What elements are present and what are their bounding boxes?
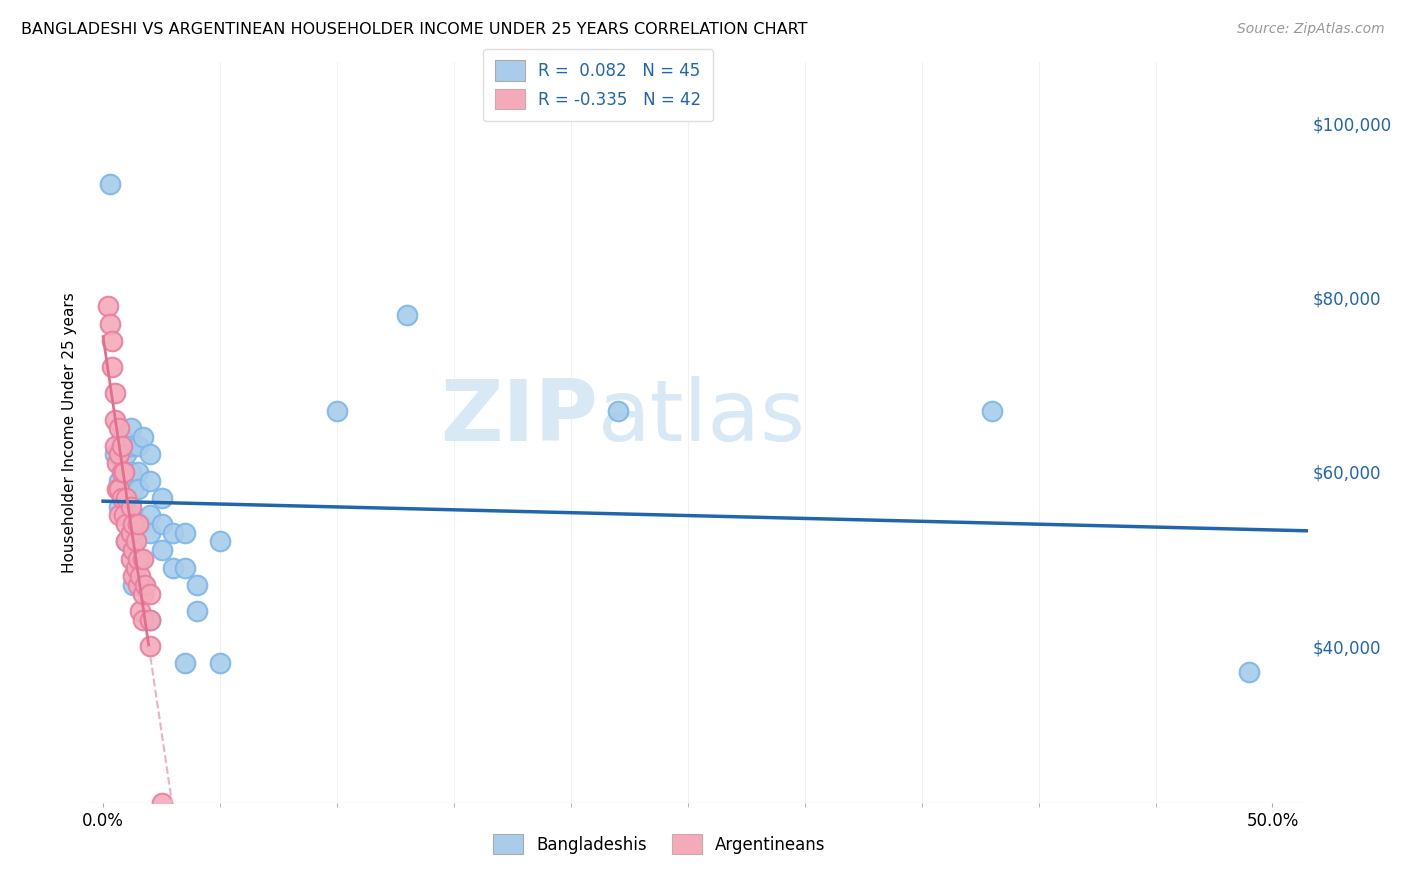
Point <box>129 552 152 566</box>
Point <box>120 439 142 453</box>
Point <box>108 474 131 488</box>
Point <box>186 578 208 592</box>
Point <box>115 517 138 532</box>
Point <box>139 447 162 461</box>
Point <box>122 578 145 592</box>
Point <box>115 500 138 514</box>
Point <box>108 421 131 435</box>
Point <box>122 508 145 523</box>
Point <box>112 465 135 479</box>
Point <box>104 412 127 426</box>
Point <box>132 430 155 444</box>
Text: BANGLADESHI VS ARGENTINEAN HOUSEHOLDER INCOME UNDER 25 YEARS CORRELATION CHART: BANGLADESHI VS ARGENTINEAN HOUSEHOLDER I… <box>21 22 807 37</box>
Point <box>129 517 152 532</box>
Point <box>139 613 162 627</box>
Point <box>122 543 145 558</box>
Point <box>132 613 155 627</box>
Legend: Bangladeshis, Argentineans: Bangladeshis, Argentineans <box>486 828 832 861</box>
Point <box>174 657 197 671</box>
Point <box>174 560 197 574</box>
Point <box>139 508 162 523</box>
Point <box>120 421 142 435</box>
Y-axis label: Householder Income Under 25 years: Householder Income Under 25 years <box>62 293 77 573</box>
Text: ZIP: ZIP <box>440 376 598 459</box>
Point <box>101 360 124 375</box>
Point <box>132 552 155 566</box>
Point <box>208 657 231 671</box>
Point <box>162 560 184 574</box>
Point <box>125 560 148 574</box>
Point <box>112 508 135 523</box>
Point <box>115 534 138 549</box>
Point <box>112 465 135 479</box>
Point <box>139 639 162 653</box>
Point <box>127 439 149 453</box>
Point <box>139 613 162 627</box>
Point <box>105 482 128 496</box>
Point <box>104 447 127 461</box>
Point <box>132 578 155 592</box>
Point <box>125 534 148 549</box>
Point <box>111 439 134 453</box>
Point <box>122 482 145 496</box>
Point <box>127 578 149 592</box>
Point <box>120 525 142 540</box>
Point <box>105 456 128 470</box>
Point <box>139 525 162 540</box>
Point <box>132 587 155 601</box>
Point <box>127 482 149 496</box>
Point <box>115 491 138 505</box>
Point <box>162 525 184 540</box>
Point <box>122 517 145 532</box>
Point <box>127 465 149 479</box>
Point <box>134 578 156 592</box>
Point <box>104 386 127 401</box>
Point <box>115 447 138 461</box>
Point <box>120 552 142 566</box>
Point <box>115 534 138 549</box>
Text: atlas: atlas <box>598 376 806 459</box>
Point <box>108 447 131 461</box>
Point <box>104 439 127 453</box>
Point <box>108 508 131 523</box>
Point <box>115 482 138 496</box>
Point <box>174 525 197 540</box>
Point <box>139 587 162 601</box>
Point <box>111 491 134 505</box>
Point <box>1237 665 1260 680</box>
Point <box>98 178 121 192</box>
Point <box>120 465 142 479</box>
Point <box>111 430 134 444</box>
Point <box>111 465 134 479</box>
Point <box>101 334 124 348</box>
Point <box>127 517 149 532</box>
Point <box>108 482 131 496</box>
Point <box>186 604 208 618</box>
Point <box>150 491 173 505</box>
Point <box>396 308 419 322</box>
Point <box>150 543 173 558</box>
Point <box>120 500 142 514</box>
Point <box>606 404 628 418</box>
Point <box>122 569 145 583</box>
Point <box>150 517 173 532</box>
Point <box>208 534 231 549</box>
Point <box>129 604 152 618</box>
Point <box>108 500 131 514</box>
Point <box>129 569 152 583</box>
Point <box>98 317 121 331</box>
Point <box>980 404 1002 418</box>
Point <box>122 534 145 549</box>
Point <box>139 474 162 488</box>
Point <box>150 796 173 810</box>
Point <box>127 552 149 566</box>
Text: Source: ZipAtlas.com: Source: ZipAtlas.com <box>1237 22 1385 37</box>
Point <box>97 299 120 313</box>
Point <box>326 404 349 418</box>
